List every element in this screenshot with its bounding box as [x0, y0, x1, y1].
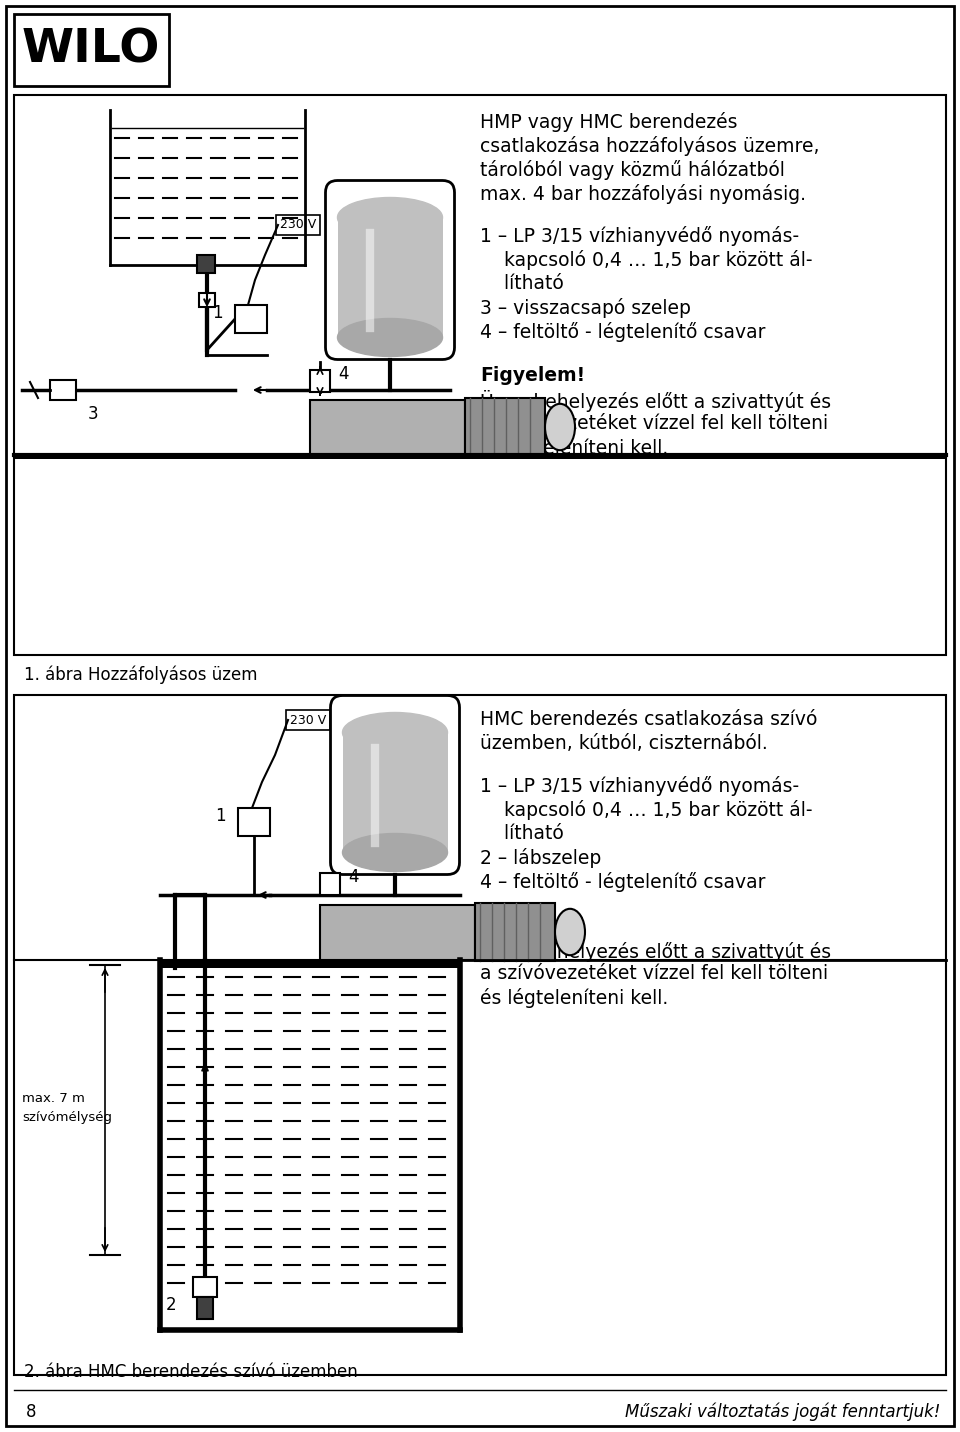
Bar — [197, 1297, 213, 1319]
Text: 230 V: 230 V — [290, 713, 326, 726]
Ellipse shape — [343, 833, 447, 872]
Text: max. 7 m: max. 7 m — [22, 1091, 84, 1104]
Text: szívómélység: szívómélység — [22, 1111, 112, 1124]
Bar — [50, 379, 76, 400]
Bar — [465, 398, 545, 455]
Bar — [475, 904, 555, 961]
Text: 1: 1 — [215, 808, 226, 825]
Text: 4: 4 — [348, 868, 358, 886]
Text: max. 4 bar hozzáfolyási nyomásig.: max. 4 bar hozzáfolyási nyomásig. — [480, 183, 806, 203]
Bar — [320, 905, 475, 959]
Ellipse shape — [343, 713, 447, 752]
Bar — [235, 305, 267, 334]
Ellipse shape — [555, 909, 585, 955]
Text: 1. ábra Hozzáfolyásos üzem: 1. ábra Hozzáfolyásos üzem — [24, 664, 257, 683]
Text: 1: 1 — [212, 304, 223, 322]
Text: Műszaki változtatás jogát fenntartjuk!: Műszaki változtatás jogát fenntartjuk! — [625, 1403, 940, 1421]
Bar — [14, 95, 946, 654]
Ellipse shape — [545, 404, 575, 450]
Bar — [310, 369, 330, 392]
Bar — [320, 874, 340, 895]
Text: Üzembehelyezés előtt a szivattyút és: Üzembehelyezés előtt a szivattyút és — [480, 390, 831, 412]
Text: kapcsoló 0,4 … 1,5 bar között ál-: kapcsoló 0,4 … 1,5 bar között ál- — [480, 251, 812, 271]
Text: 4 – feltöltő - légtelenítő csavar: 4 – feltöltő - légtelenítő csavar — [480, 872, 765, 892]
Text: 4: 4 — [338, 365, 348, 382]
Text: a szívóvezetéket vízzel fel kell tölteni: a szívóvezetéket vízzel fel kell tölteni — [480, 964, 828, 982]
Ellipse shape — [338, 318, 443, 357]
Text: 3: 3 — [88, 405, 99, 422]
Bar — [193, 1277, 217, 1297]
Text: 4 – feltöltő - légtelenítő csavar: 4 – feltöltő - légtelenítő csavar — [480, 322, 765, 342]
Text: 1 – LP 3/15 vízhianyvédő nyomás-: 1 – LP 3/15 vízhianyvédő nyomás- — [480, 776, 799, 796]
Text: HMC berendezés csatlakozása szívó: HMC berendezés csatlakozása szívó — [480, 710, 817, 729]
Text: lítható: lítható — [480, 823, 564, 843]
Text: 2. ábra HMC berendezés szívó üzemben: 2. ábra HMC berendezés szívó üzemben — [24, 1363, 358, 1380]
Text: lítható: lítható — [480, 274, 564, 294]
Text: WILO: WILO — [22, 27, 160, 73]
Text: 2: 2 — [166, 1296, 177, 1315]
Text: 1 – LP 3/15 vízhianyvédő nyomás-: 1 – LP 3/15 vízhianyvédő nyomás- — [480, 226, 799, 246]
Bar — [238, 808, 270, 836]
Text: kapcsoló 0,4 … 1,5 bar között ál-: kapcsoló 0,4 … 1,5 bar között ál- — [480, 800, 812, 821]
Bar — [338, 218, 443, 338]
Bar — [343, 733, 447, 852]
Text: Figyelem!: Figyelem! — [480, 367, 586, 385]
Text: és légteleníteni kell.: és légteleníteni kell. — [480, 438, 668, 458]
Text: üzemben, kútból, ciszternából.: üzemben, kútból, ciszternából. — [480, 735, 768, 753]
Text: 3 – visszacsapó szelep: 3 – visszacsapó szelep — [480, 298, 691, 318]
Bar — [14, 695, 946, 1375]
Bar — [160, 959, 460, 968]
Text: Figyelem!: Figyelem! — [480, 916, 586, 935]
Text: a szívóvezetéket vízzel fel kell tölteni: a szívóvezetéket vízzel fel kell tölteni — [480, 414, 828, 432]
Text: tárolóból vagy közmű hálózatból: tárolóból vagy közmű hálózatból — [480, 160, 785, 180]
Text: 2 – lábszelep: 2 – lábszelep — [480, 848, 601, 868]
Text: Üzembehelyezés előtt a szivattyút és: Üzembehelyezés előtt a szivattyút és — [480, 939, 831, 962]
Text: csatlakozása hozzáfolyásos üzemre,: csatlakozása hozzáfolyásos üzemre, — [480, 136, 820, 156]
Text: és légteleníteni kell.: és légteleníteni kell. — [480, 988, 668, 1008]
Text: HMP vagy HMC berendezés: HMP vagy HMC berendezés — [480, 112, 737, 132]
Text: 8: 8 — [26, 1403, 36, 1421]
Text: 230 V: 230 V — [280, 219, 316, 232]
Bar — [14, 455, 946, 460]
Bar — [14, 14, 169, 86]
Bar — [310, 400, 465, 455]
Bar — [199, 294, 215, 306]
Ellipse shape — [338, 198, 443, 238]
Bar — [197, 255, 215, 274]
